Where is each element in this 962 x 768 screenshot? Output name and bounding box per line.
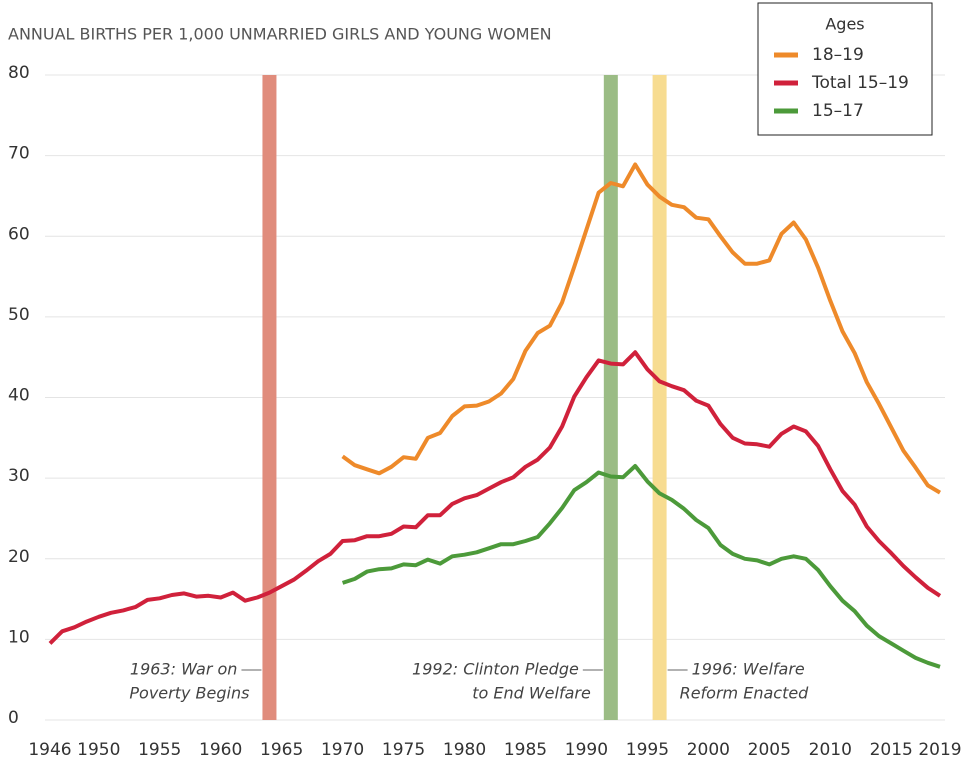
y-tick-label: 10 (8, 627, 30, 647)
event-label: 1996: Welfare (692, 660, 805, 679)
event-band (262, 75, 277, 720)
chart-title: ANNUAL BIRTHS PER 1,000 UNMARRIED GIRLS … (8, 25, 552, 44)
event-band (603, 75, 618, 720)
y-tick-label: 70 (8, 144, 30, 164)
x-tick-label: 2019 (918, 740, 961, 760)
x-tick-label: 1990 (565, 740, 608, 760)
event-label: 1992: Clinton Pledge (412, 660, 579, 679)
x-tick-label: 2005 (748, 740, 791, 760)
x-tick-label: 1960 (199, 740, 242, 760)
event-label: Poverty Begins (129, 684, 249, 703)
event-band (652, 75, 667, 720)
x-tick-label: 1980 (443, 740, 486, 760)
x-tick-label: 1946 (28, 740, 71, 760)
x-tick-label: 1975 (382, 740, 425, 760)
x-tick-label: 1970 (321, 740, 364, 760)
legend-label: 18–19 (812, 45, 864, 65)
x-tick-label: 1995 (626, 740, 669, 760)
event-label: to End Welfare (472, 684, 591, 703)
legend-label: Total 15–19 (811, 73, 909, 93)
event-label: Reform Enacted (680, 684, 810, 703)
y-tick-label: 80 (8, 63, 30, 83)
legend-label: 15–17 (812, 101, 864, 121)
series-line (48, 350, 942, 645)
x-tick-label: 1950 (77, 740, 120, 760)
legend-title: Ages (825, 15, 864, 34)
y-tick-label: 0 (8, 708, 19, 728)
series-line (341, 162, 942, 495)
y-tick-label: 20 (8, 547, 30, 567)
y-tick-label: 30 (8, 466, 30, 486)
x-tick-label: 1955 (138, 740, 181, 760)
x-tick-label: 1985 (504, 740, 547, 760)
series-line (341, 464, 941, 669)
event-label: 1963: War on (130, 660, 238, 679)
x-tick-label: 2000 (687, 740, 730, 760)
y-tick-label: 50 (8, 305, 30, 325)
y-tick-label: 60 (8, 224, 30, 244)
x-tick-label: 2010 (809, 740, 852, 760)
x-tick-label: 2015 (870, 740, 913, 760)
x-tick-label: 1965 (260, 740, 303, 760)
y-tick-label: 40 (8, 386, 30, 406)
